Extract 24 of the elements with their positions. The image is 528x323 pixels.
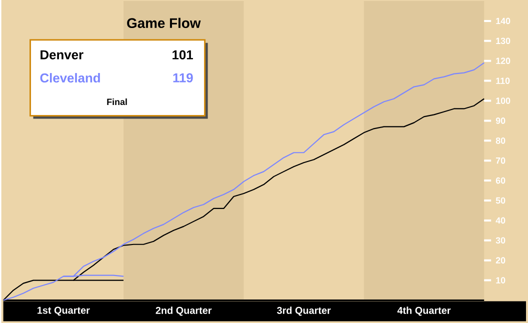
text: 2nd Quarter: [156, 306, 212, 316]
y-tick-label: 90: [496, 117, 506, 124]
annotation: 101: [172, 50, 193, 60]
text: 4th Quarter: [397, 306, 451, 316]
text: Cleveland: [40, 72, 100, 82]
y-tick-label: 10: [496, 277, 506, 284]
text: 3rd Quarter: [276, 306, 331, 316]
y-tick-label: 30: [496, 237, 506, 244]
y-tick-label: 60: [496, 177, 506, 184]
y-tick-label: 120: [496, 58, 510, 64]
y-tick-label: 20: [496, 257, 506, 264]
text: 1st Quarter: [38, 306, 90, 316]
y-tick-label: 110: [496, 78, 510, 84]
y-tick-label: 100: [496, 97, 510, 104]
y-tick-label: 40: [496, 217, 506, 224]
text: Denver: [40, 50, 84, 60]
text: Game Flow: [127, 18, 201, 28]
annotation: Final: [107, 98, 127, 105]
y-tick-label: 50: [496, 197, 506, 204]
y-tick-label: 70: [496, 157, 506, 164]
y-tick-label: 80: [496, 137, 506, 144]
annotation: 119: [173, 73, 193, 82]
y-tick-label: 130: [496, 38, 510, 44]
y-tick-label: 140: [496, 18, 510, 24]
